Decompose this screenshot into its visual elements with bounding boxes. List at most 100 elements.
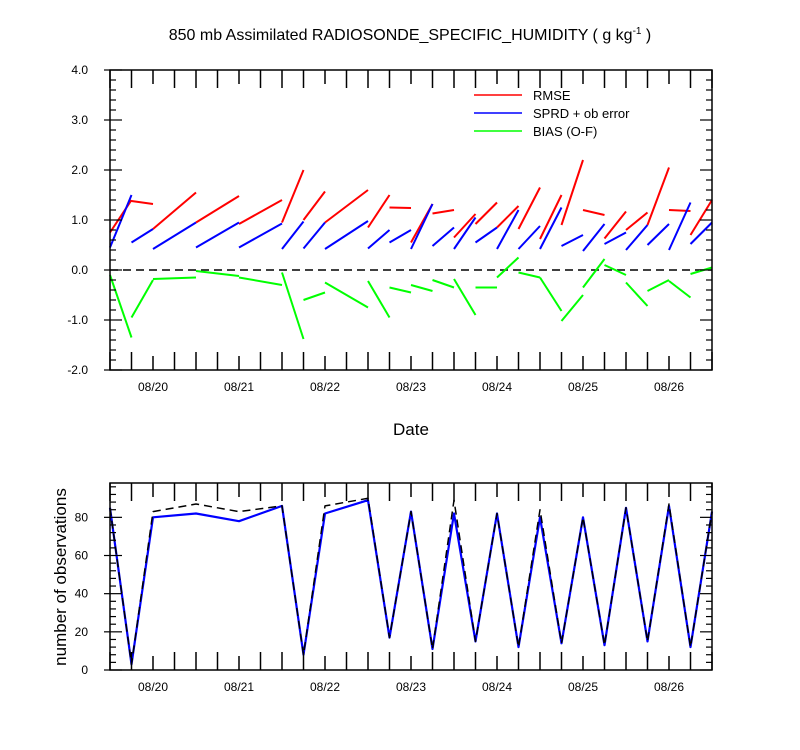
rmse-line-segment — [689, 199, 713, 236]
sprd-line-segment — [195, 221, 240, 249]
sprd-line-segment — [646, 223, 670, 246]
bottom-x-tick-label: 08/25 — [568, 680, 598, 694]
rmse-line-segment — [281, 169, 305, 223]
sprd-line-segment — [324, 220, 369, 250]
sprd-line-segment — [625, 224, 649, 251]
sprd-line-segment — [561, 234, 584, 247]
rmse-line-segment — [238, 199, 283, 225]
bias-line-segment — [389, 286, 412, 294]
sprd-line-segment — [152, 221, 197, 250]
top-y-tick-label: 0.0 — [71, 263, 88, 277]
rmse-line-segment — [432, 209, 455, 215]
bottom-y-tick-label: 80 — [75, 510, 89, 524]
top-y-tick-label: 3.0 — [71, 113, 88, 127]
top-y-tick-label: 4.0 — [71, 63, 88, 77]
rmse-line-segment — [625, 211, 649, 231]
bias-line-segment — [625, 281, 649, 307]
sprd-line-segment — [388, 229, 412, 244]
bottom-x-axis: 08/20 08/21 08/22 08/23 08/24 08/25 08/26 — [109, 483, 713, 694]
sprd-line-segment — [281, 220, 305, 250]
sprd-line-segment — [453, 216, 477, 250]
bias-line-segment — [604, 264, 627, 276]
bias-line-segment — [582, 258, 606, 289]
bottom-y-tick-label: 60 — [75, 549, 89, 563]
rmse-line-segment — [195, 195, 240, 224]
legend-sprd-label: SPRD + ob error — [533, 106, 630, 121]
sprd-line-segment — [517, 225, 541, 250]
bias-line-segment — [303, 291, 326, 301]
top-x-axis-title: Date — [393, 420, 429, 439]
bias-line-segment — [453, 278, 477, 316]
bottom-y-axis-title: number of observations — [51, 488, 70, 666]
bottom-y-tick-label: 40 — [75, 587, 89, 601]
rmse-line-segment — [453, 213, 477, 239]
sprd-line-segment — [109, 194, 133, 248]
bias-line-segment — [668, 280, 692, 299]
bias-line-segment — [647, 279, 670, 292]
bottom-x-tick-label: 08/26 — [654, 680, 684, 694]
bottom-y-tick-label: 0 — [81, 663, 88, 677]
sprd-line-segment — [431, 226, 455, 247]
series-sprd — [109, 194, 713, 252]
top-x-tick-label: 08/24 — [482, 380, 512, 394]
sprd-line-segment — [668, 202, 692, 251]
sprd-line-segment — [367, 229, 391, 250]
rmse-line-segment — [302, 190, 326, 221]
rmse-line-segment — [560, 159, 584, 226]
rmse-line-segment — [582, 209, 605, 216]
bias-line-segment — [690, 266, 713, 275]
bias-line-segment — [281, 272, 305, 340]
sprd-line-segment — [238, 222, 283, 249]
bottom-x-tick-label: 08/20 — [138, 680, 168, 694]
bias-line-segment — [109, 274, 133, 338]
top-chart-title: 850 mb Assimilated RADIOSONDE_SPECIFIC_H… — [169, 26, 652, 44]
bottom-y-tick-label: 20 — [75, 625, 89, 639]
bias-line-segment — [560, 294, 584, 322]
bias-line-segment — [496, 256, 520, 279]
obs-total-line — [109, 497, 713, 666]
bias-line-segment — [518, 271, 541, 279]
bias-line-segment — [539, 276, 563, 312]
bottom-chart: 08/20 08/21 08/22 08/23 08/24 08/25 08/26 0 20 4… — [51, 482, 714, 694]
obs-assimilated-line — [108, 499, 714, 666]
rmse-line-segment — [324, 189, 369, 224]
bias-line-segment — [195, 270, 240, 277]
rmse-line-segment — [646, 167, 670, 226]
top-x-tick-label: 08/26 — [654, 380, 684, 394]
series-rmse — [109, 159, 713, 243]
top-y-tick-label: 1.0 — [71, 213, 88, 227]
rmse-line-segment — [517, 187, 541, 230]
bias-line-segment — [152, 276, 197, 280]
sprd-line-segment — [410, 203, 434, 250]
top-legend: RMSE SPRD + ob error BIAS (O-F) — [474, 88, 630, 139]
rmse-line-segment — [539, 194, 563, 240]
top-plot-area — [109, 159, 713, 340]
sprd-line-segment — [302, 221, 326, 250]
top-x-tick-label: 08/22 — [310, 380, 340, 394]
rmse-line-segment — [367, 194, 391, 229]
bottom-x-tick-label: 08/24 — [482, 680, 512, 694]
top-x-axis: 08/20 08/21 08/22 08/23 08/24 08/25 08/26 — [109, 70, 713, 394]
rmse-line-segment — [496, 205, 520, 229]
sprd-line-segment — [689, 221, 713, 245]
rmse-line-segment — [389, 206, 412, 209]
top-x-tick-label: 08/20 — [138, 380, 168, 394]
bias-line-segment — [367, 280, 391, 319]
rmse-line-segment — [131, 200, 154, 205]
top-chart: 08/20 08/21 08/22 08/23 08/24 08/25 08/26 4.0 3… — [67, 63, 713, 439]
bias-line-segment — [130, 279, 154, 318]
rmse-line-segment — [603, 210, 627, 240]
top-x-tick-label: 08/23 — [396, 380, 426, 394]
bottom-y-axis: 0 20 40 60 80 — [75, 486, 712, 677]
bias-line-segment — [238, 276, 283, 286]
bottom-x-tick-label: 08/23 — [396, 680, 426, 694]
top-x-tick-label: 08/21 — [224, 380, 254, 394]
legend-rmse-label: RMSE — [533, 88, 571, 103]
sprd-line-segment — [539, 207, 563, 250]
bias-line-segment — [410, 284, 433, 292]
sprd-line-segment — [130, 228, 154, 244]
top-y-tick-label: 2.0 — [71, 163, 88, 177]
sprd-line-segment — [582, 223, 606, 252]
bias-line-segment — [324, 281, 369, 309]
